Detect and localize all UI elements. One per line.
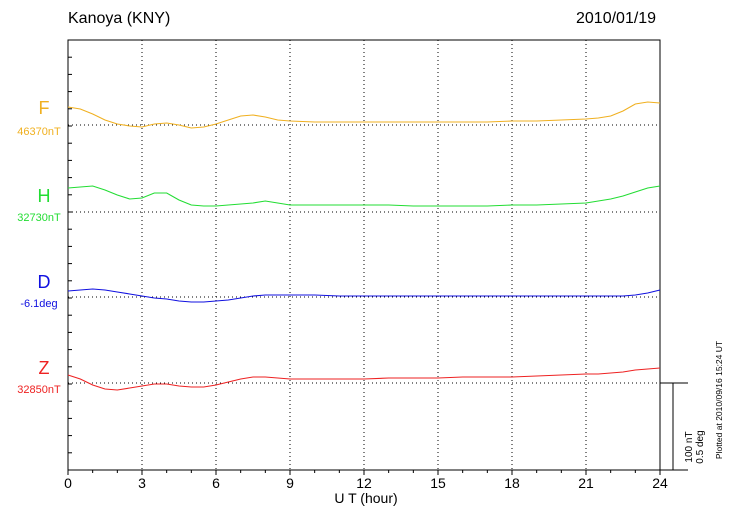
- channel-baseline-value-h: 32730nT: [17, 212, 61, 224]
- series-line-d: [67, 288, 661, 303]
- series-line-f: [67, 101, 661, 129]
- scale-nt-label: 100 nT: [684, 431, 695, 462]
- series-lines: [67, 101, 661, 391]
- scale-deg-label: 0.5 deg: [695, 430, 706, 463]
- baselines: [68, 124, 660, 384]
- channel-letter-h: H: [37, 186, 51, 206]
- x-tick-label: 3: [138, 475, 146, 491]
- scale-bar: 100 nT 0.5 deg: [660, 382, 706, 471]
- channel-letter-z: Z: [38, 358, 50, 378]
- channel-baseline-value-z: 32850nT: [17, 384, 61, 396]
- channel-baseline-value-f: 46370nT: [17, 126, 61, 138]
- x-axis-label: U T (hour): [334, 490, 397, 506]
- x-tick-label: 15: [430, 475, 446, 491]
- series-line-h: [67, 185, 661, 207]
- channel-baseline-value-d: -6.1deg: [20, 298, 58, 310]
- plotted-timestamp: Plotted at 2010/09/16 15:24 UT: [714, 341, 724, 459]
- x-tick-label: 21: [578, 475, 594, 491]
- series-line-z: [67, 367, 661, 391]
- grid: [141, 40, 587, 470]
- station-title: Kanoya (KNY): [68, 10, 171, 27]
- channel-letter-f: F: [38, 98, 50, 118]
- channel-letter-d: D: [37, 272, 51, 292]
- x-tick-label: 18: [504, 475, 520, 491]
- x-tick-label: 12: [356, 475, 372, 491]
- date-title: 2010/01/19: [576, 10, 657, 27]
- x-tick-label: 6: [212, 475, 220, 491]
- x-tick-label: 24: [652, 475, 668, 491]
- x-ticks: 0 3 6 9 12 15 18 21 24: [64, 470, 668, 491]
- x-tick-label: 9: [286, 475, 294, 491]
- x-tick-label: 0: [64, 475, 72, 491]
